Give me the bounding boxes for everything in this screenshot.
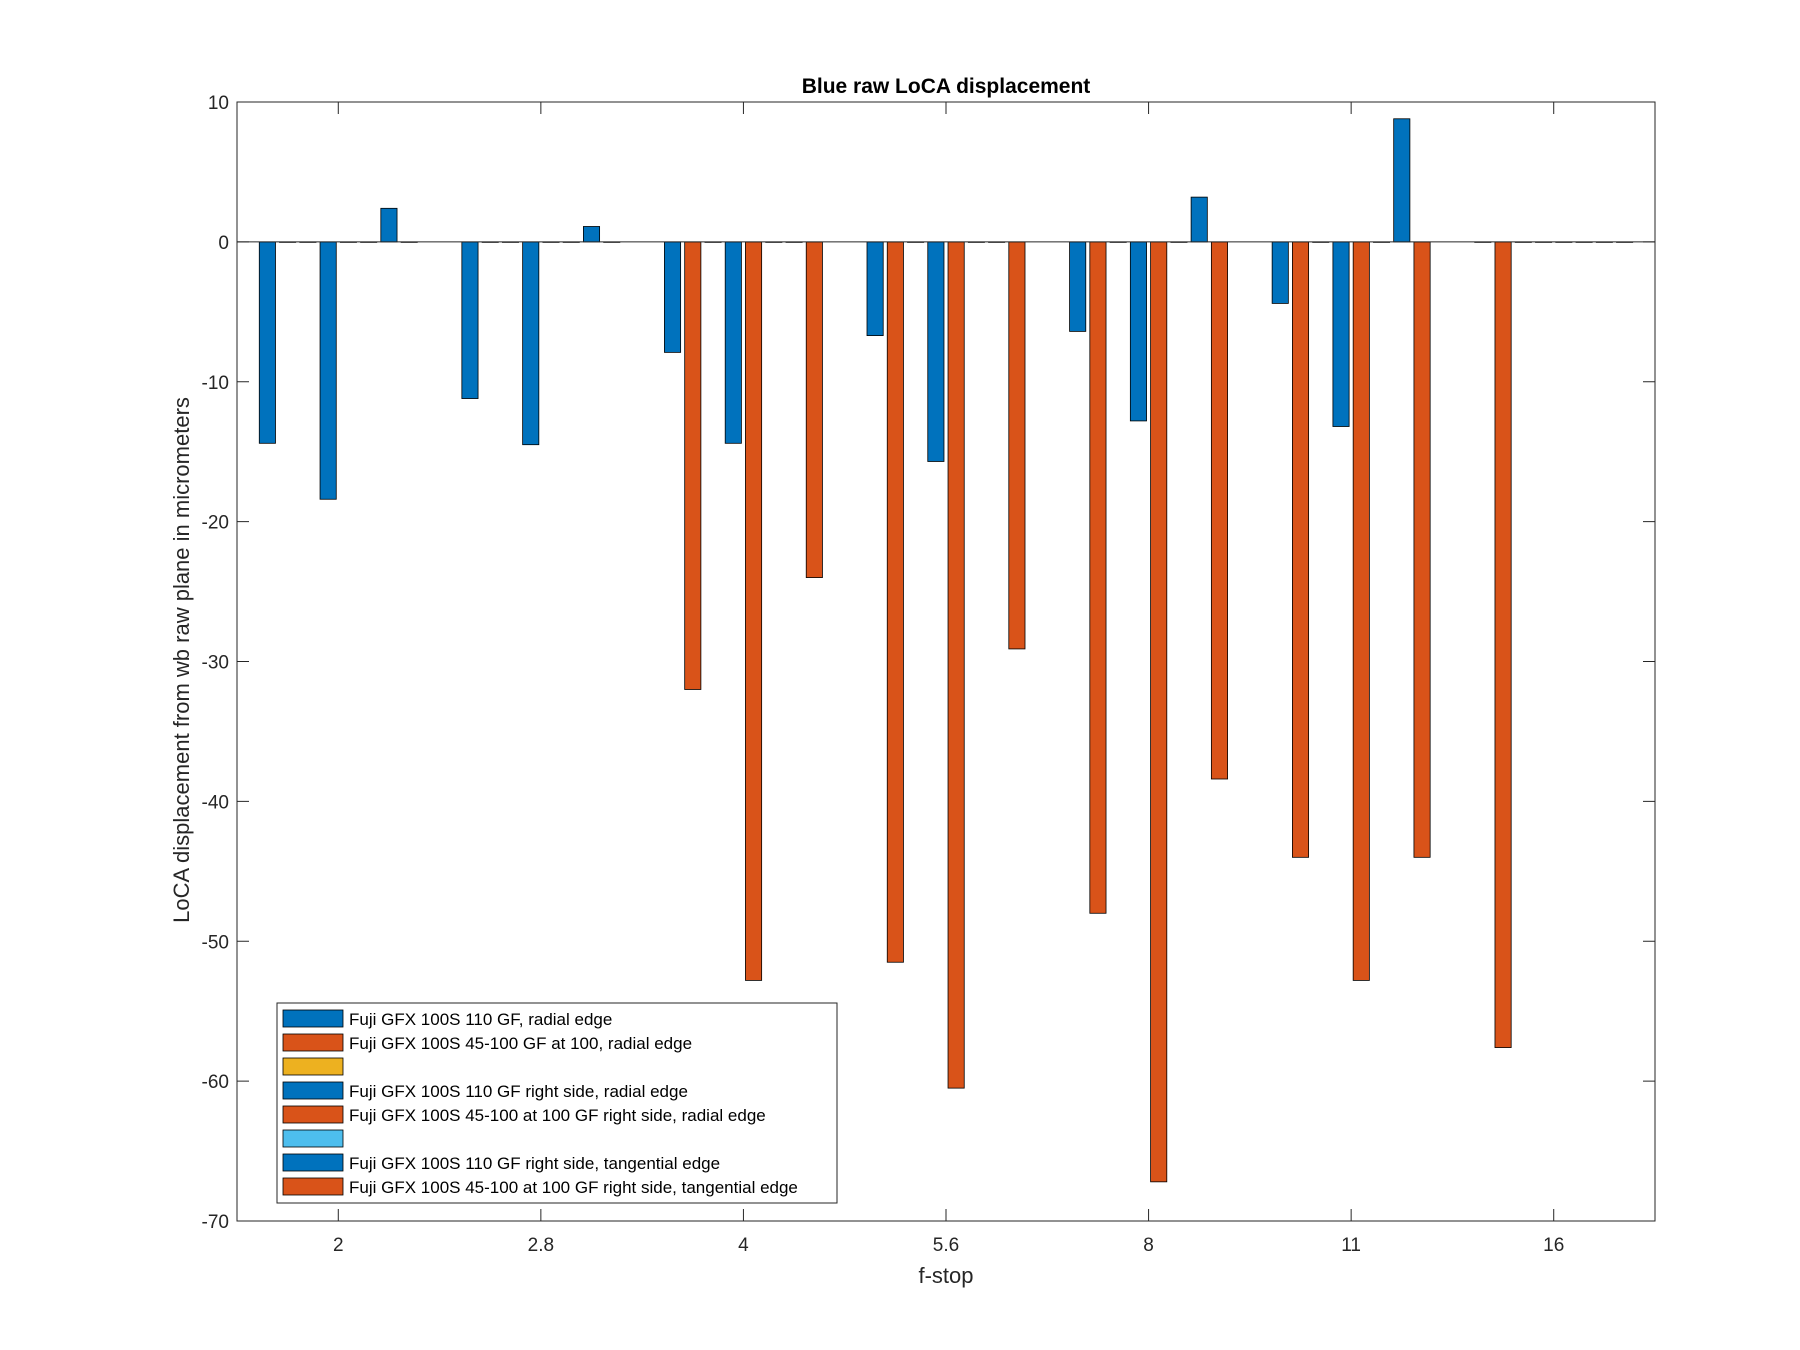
bar-series-2-5.6 xyxy=(886,241,904,963)
legend-entry-label: Fuji GFX 100S 45-100 GF at 100, radial e… xyxy=(349,1034,692,1053)
bar-series-7-2.8 xyxy=(583,226,601,243)
x-tick-label: 4 xyxy=(738,1235,749,1256)
legend-swatch xyxy=(282,1105,344,1124)
legend-swatch xyxy=(282,1033,344,1052)
legend: Fuji GFX 100S 110 GF, radial edge Fuji GF… xyxy=(276,1002,838,1204)
bar-series-1-2 xyxy=(258,241,276,444)
bar-series-2-11 xyxy=(1292,241,1310,858)
x-tick-label: 8 xyxy=(1143,1235,1154,1256)
bar-series-8-8 xyxy=(1210,241,1228,780)
x-tick-label: 11 xyxy=(1341,1235,1361,1256)
y-tick-label: 10 xyxy=(208,93,229,114)
y-tick-label: -70 xyxy=(202,1212,229,1233)
bar-series-7-2 xyxy=(380,207,398,243)
bars-group xyxy=(258,118,1634,1183)
legend-swatch xyxy=(282,1129,344,1148)
y-tick-label: -10 xyxy=(202,373,229,394)
bar-series-2-16 xyxy=(1494,241,1512,1048)
legend-swatch xyxy=(282,1057,344,1076)
bar-series-2-4 xyxy=(684,241,702,690)
x-tick-label: 5.6 xyxy=(933,1235,959,1256)
x-tick-label: 2.8 xyxy=(528,1235,554,1256)
bar-series-4-5.6 xyxy=(927,241,945,462)
bar-series-4-4 xyxy=(724,241,742,444)
legend-entry-label: Fuji GFX 100S 45-100 at 100 GF right sid… xyxy=(349,1106,766,1125)
bar-series-8-5.6 xyxy=(1008,241,1026,650)
legend-entry-label: Fuji GFX 100S 110 GF, radial edge xyxy=(349,1010,612,1029)
legend-swatch xyxy=(282,1153,344,1172)
legend-entry-label: Fuji GFX 100S 110 GF right side, radial … xyxy=(349,1082,688,1101)
legend-entry-label: Fuji GFX 100S 45-100 at 100 GF right sid… xyxy=(349,1178,798,1197)
x-axis-title: f-stop xyxy=(918,1263,973,1288)
chart-title: Blue raw LoCA displacement xyxy=(802,75,1091,98)
x-axis-ticks: 2 2.8 4 5.6 8 11 16 xyxy=(333,102,1564,1256)
y-tick-label: -20 xyxy=(202,513,229,534)
bar-series-5-4 xyxy=(745,241,763,981)
bar-series-2-8 xyxy=(1089,241,1107,914)
legend-box xyxy=(276,1002,838,1204)
y-tick-label: 0 xyxy=(218,233,229,254)
y-tick-label: -40 xyxy=(202,792,229,813)
y-axis-title: LoCA displacement from wb raw plane in m… xyxy=(169,397,194,923)
bar-series-7-11 xyxy=(1393,118,1411,243)
y-axis-ticks: 10 0 -10 -20 -30 -40 -50 -60 -70 xyxy=(202,93,1655,1233)
bar-series-1-11 xyxy=(1271,241,1289,304)
bar-series-4-2.8 xyxy=(522,241,540,446)
legend-entry-label: Fuji GFX 100S 110 GF right side, tangent… xyxy=(349,1154,720,1173)
y-tick-label: -30 xyxy=(202,653,229,674)
bar-series-5-8 xyxy=(1150,241,1168,1183)
bar-series-1-8 xyxy=(1069,241,1087,332)
bar-series-4-2 xyxy=(319,241,337,500)
bar-series-1-4 xyxy=(664,241,682,353)
x-tick-label: 16 xyxy=(1543,1235,1564,1256)
bar-series-8-4 xyxy=(805,241,823,578)
y-tick-label: -50 xyxy=(202,932,229,953)
y-tick-label: -60 xyxy=(202,1072,229,1093)
x-tick-label: 2 xyxy=(333,1235,344,1256)
bar-series-7-8 xyxy=(1190,196,1208,243)
bar-series-5-11 xyxy=(1352,241,1370,981)
bar-series-1-5.6 xyxy=(866,241,884,337)
bar-series-4-8 xyxy=(1129,241,1147,422)
legend-swatch xyxy=(282,1009,344,1028)
bar-series-8-11 xyxy=(1413,241,1431,858)
legend-swatch xyxy=(282,1177,344,1196)
bar-series-4-11 xyxy=(1332,241,1350,427)
legend-swatch xyxy=(282,1081,344,1100)
bar-series-5-5.6 xyxy=(947,241,965,1089)
bar-series-1-2.8 xyxy=(461,241,479,399)
